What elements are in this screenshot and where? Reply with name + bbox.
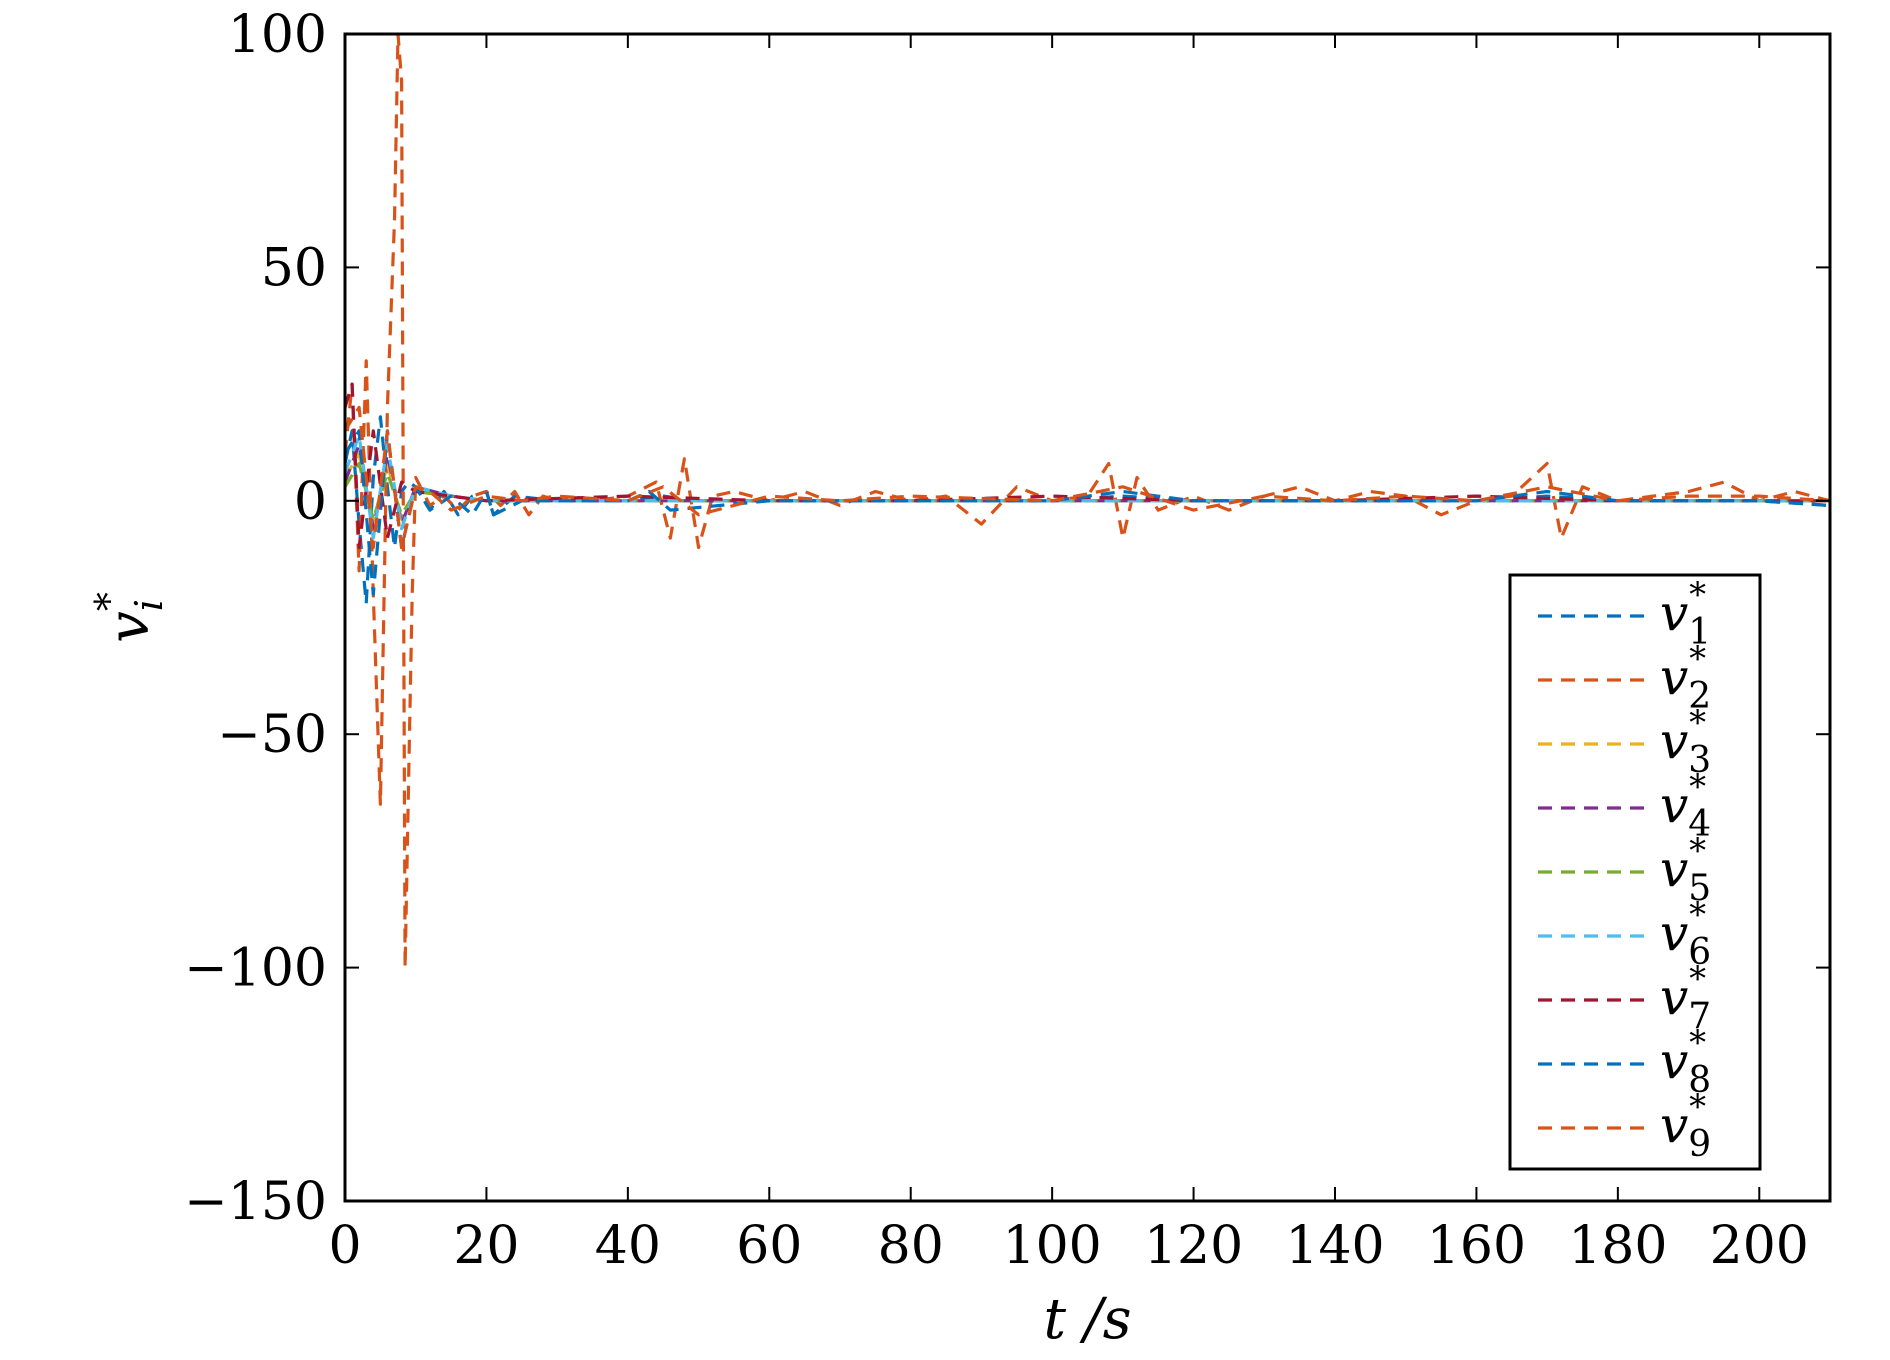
legend-label: v5*: [1660, 831, 1711, 909]
series-line-9: [345, 405, 1830, 550]
legend-label: v7*: [1660, 959, 1711, 1037]
legend-label: v2*: [1660, 639, 1711, 717]
x-tick-label: 60: [736, 1216, 802, 1276]
plot-series: [345, 34, 1830, 970]
y-tick-label: 100: [228, 5, 327, 65]
x-tick-label: 40: [595, 1216, 661, 1276]
y-axis-label: vi*: [87, 592, 171, 643]
series-line-3: [345, 452, 1830, 526]
x-tick-label: 160: [1427, 1216, 1526, 1276]
y-tick-label: −50: [217, 705, 327, 765]
legend-label: v6*: [1660, 895, 1711, 973]
axis-ticks: 0 20 40 60 80 100 120 140 160 180 200 −150 −100 −50 0 5…: [184, 5, 1830, 1276]
legend: v1*v2*v3*v4*v5*v6*v7*v8*v9*: [1508, 573, 1762, 1171]
legend-label: v4*: [1660, 767, 1711, 845]
plot-area-frame: [343, 32, 1832, 1203]
legend-label: v3*: [1660, 703, 1711, 781]
x-tick-label: 20: [453, 1216, 519, 1276]
x-axis-label: t /s: [1044, 1287, 1132, 1352]
legend-label: v1*: [1660, 575, 1711, 653]
x-tick-label: 100: [1003, 1216, 1102, 1276]
series-line-8: [345, 429, 1830, 596]
legend-label: v9*: [1660, 1087, 1711, 1165]
y-tick-label: −100: [184, 939, 327, 999]
series-line-5: [345, 461, 1830, 522]
x-tick-label: 200: [1710, 1216, 1809, 1276]
y-tick-label: 0: [294, 472, 327, 532]
x-tick-label: 140: [1285, 1216, 1384, 1276]
series-line-4: [345, 443, 1830, 531]
legend-label: v8*: [1660, 1023, 1711, 1101]
x-tick-label: 80: [878, 1216, 944, 1276]
series-line-6: [345, 433, 1830, 540]
series-line-2: [345, 34, 1830, 970]
series-line-7: [345, 382, 1830, 550]
y-tick-label: −150: [184, 1172, 327, 1232]
x-tick-label: 120: [1144, 1216, 1243, 1276]
x-tick-label: 0: [328, 1216, 361, 1276]
x-tick-label: 180: [1568, 1216, 1667, 1276]
y-tick-label: 50: [261, 238, 327, 298]
